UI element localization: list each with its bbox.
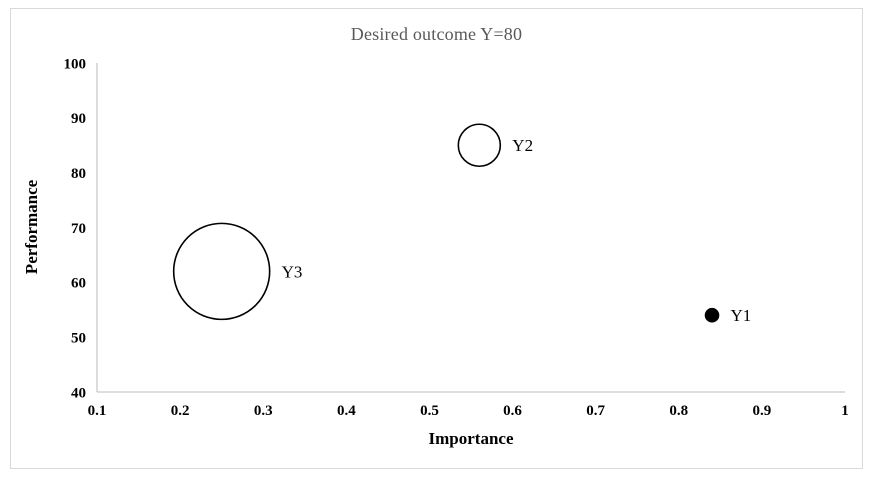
bubble-y3: [172, 222, 271, 321]
x-tick-label: 0.8: [669, 403, 688, 419]
x-tick-label: 0.6: [503, 403, 522, 419]
bubble-label-y2: Y2: [512, 136, 533, 155]
bubble-y1: [704, 307, 720, 323]
bubble-y2: [457, 123, 502, 168]
x-tick-label: 0.2: [171, 403, 190, 419]
y-tick-label: 40: [71, 385, 86, 401]
x-tick-label: 0.9: [753, 403, 772, 419]
y-tick-label: 60: [71, 276, 86, 292]
y-tick-label: 70: [71, 221, 86, 237]
bubble-label-y1: Y1: [731, 306, 752, 325]
x-tick-label: 0.1: [88, 403, 107, 419]
x-tick-label: 0.3: [254, 403, 273, 419]
x-tick-label: 0.5: [420, 403, 439, 419]
x-tick-label: 0.4: [337, 403, 356, 419]
chart-title: Desired outcome Y=80: [350, 24, 523, 44]
y-tick-label: 90: [71, 111, 86, 127]
y-tick-label: 80: [71, 166, 86, 182]
x-axis-title: Importance: [428, 429, 514, 448]
y-tick-label: 50: [71, 330, 86, 346]
x-tick-label: 1: [841, 403, 849, 419]
bubble-label-y3: Y3: [282, 262, 303, 281]
y-tick-label: 100: [64, 56, 87, 72]
x-tick-label: 0.7: [586, 403, 605, 419]
